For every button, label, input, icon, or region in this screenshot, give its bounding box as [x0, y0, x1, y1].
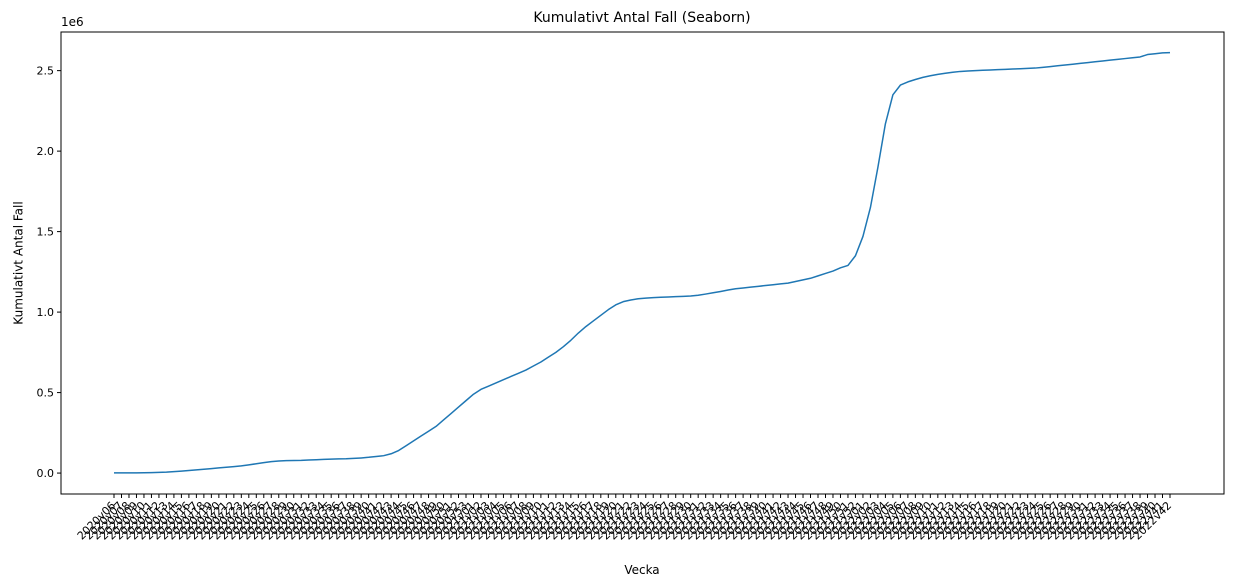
plot-frame — [60, 31, 1225, 495]
x-axis-label: Vecka — [624, 563, 659, 577]
y-offset-label: 1e6 — [61, 15, 84, 29]
data-line — [114, 51, 1171, 474]
chart-title: Kumulativt Antal Fall (Seaborn) — [533, 10, 750, 26]
y-axis-label: Kumulativt Antal Fall — [12, 201, 26, 324]
y-tick-label: 1.0 — [37, 306, 55, 319]
y-tick-label: 0.5 — [37, 387, 55, 400]
y-tick-label: 0.0 — [37, 467, 55, 480]
y-tick-label: 1.5 — [37, 226, 55, 239]
y-tick-label: 2.0 — [37, 145, 55, 158]
y-tick-label: 2.5 — [37, 65, 55, 78]
